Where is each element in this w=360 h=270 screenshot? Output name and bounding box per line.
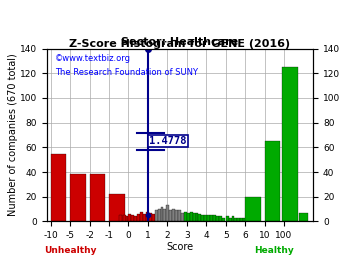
Bar	[169, 210, 172, 221]
Bar	[123, 215, 126, 221]
Bar	[70, 174, 86, 221]
Bar	[201, 215, 204, 221]
Bar	[163, 209, 166, 221]
Bar	[207, 215, 210, 221]
Bar	[166, 205, 169, 221]
Title: Z-Score Histogram for GENE (2016): Z-Score Histogram for GENE (2016)	[69, 39, 291, 49]
Text: The Research Foundation of SUNY: The Research Foundation of SUNY	[55, 68, 198, 77]
Bar	[282, 67, 298, 221]
Bar	[152, 214, 155, 221]
Bar	[187, 213, 190, 221]
Bar	[226, 217, 229, 221]
Bar	[195, 213, 198, 221]
Bar	[240, 218, 243, 221]
Bar	[172, 209, 175, 221]
Text: ©www.textbiz.org: ©www.textbiz.org	[55, 54, 131, 63]
Bar	[213, 215, 216, 221]
Bar	[237, 218, 240, 221]
Bar	[234, 218, 237, 221]
Bar	[229, 218, 231, 221]
Bar	[245, 197, 261, 221]
Bar	[219, 217, 222, 221]
Y-axis label: Number of companies (670 total): Number of companies (670 total)	[8, 54, 18, 216]
Bar	[149, 213, 152, 221]
Bar	[204, 215, 207, 221]
Bar	[243, 218, 246, 221]
Bar	[109, 194, 125, 221]
Bar	[161, 207, 163, 221]
Bar	[178, 210, 181, 221]
X-axis label: Score: Score	[166, 241, 194, 252]
Bar	[146, 211, 149, 221]
Bar	[90, 174, 105, 221]
Bar	[140, 211, 143, 221]
Text: Healthy: Healthy	[255, 245, 294, 255]
Bar	[119, 215, 122, 221]
Bar	[198, 214, 201, 221]
Bar	[184, 211, 187, 221]
Bar	[137, 214, 140, 221]
Text: Sector: Healthcare: Sector: Healthcare	[121, 37, 239, 47]
Text: 1.4778: 1.4778	[149, 136, 186, 146]
Bar	[210, 215, 213, 221]
Bar	[190, 211, 193, 221]
Text: Unhealthy: Unhealthy	[44, 245, 96, 255]
Bar	[131, 215, 134, 221]
Bar	[126, 217, 129, 221]
Bar	[51, 154, 66, 221]
Bar	[143, 214, 146, 221]
Bar	[158, 209, 161, 221]
Bar	[155, 210, 158, 221]
Bar	[231, 217, 234, 221]
Bar	[216, 217, 219, 221]
Bar	[129, 214, 131, 221]
Bar	[181, 213, 184, 221]
Bar	[265, 141, 280, 221]
Bar	[298, 213, 308, 221]
Bar	[222, 218, 225, 221]
Bar	[193, 213, 195, 221]
Bar	[175, 210, 178, 221]
Bar	[134, 217, 137, 221]
